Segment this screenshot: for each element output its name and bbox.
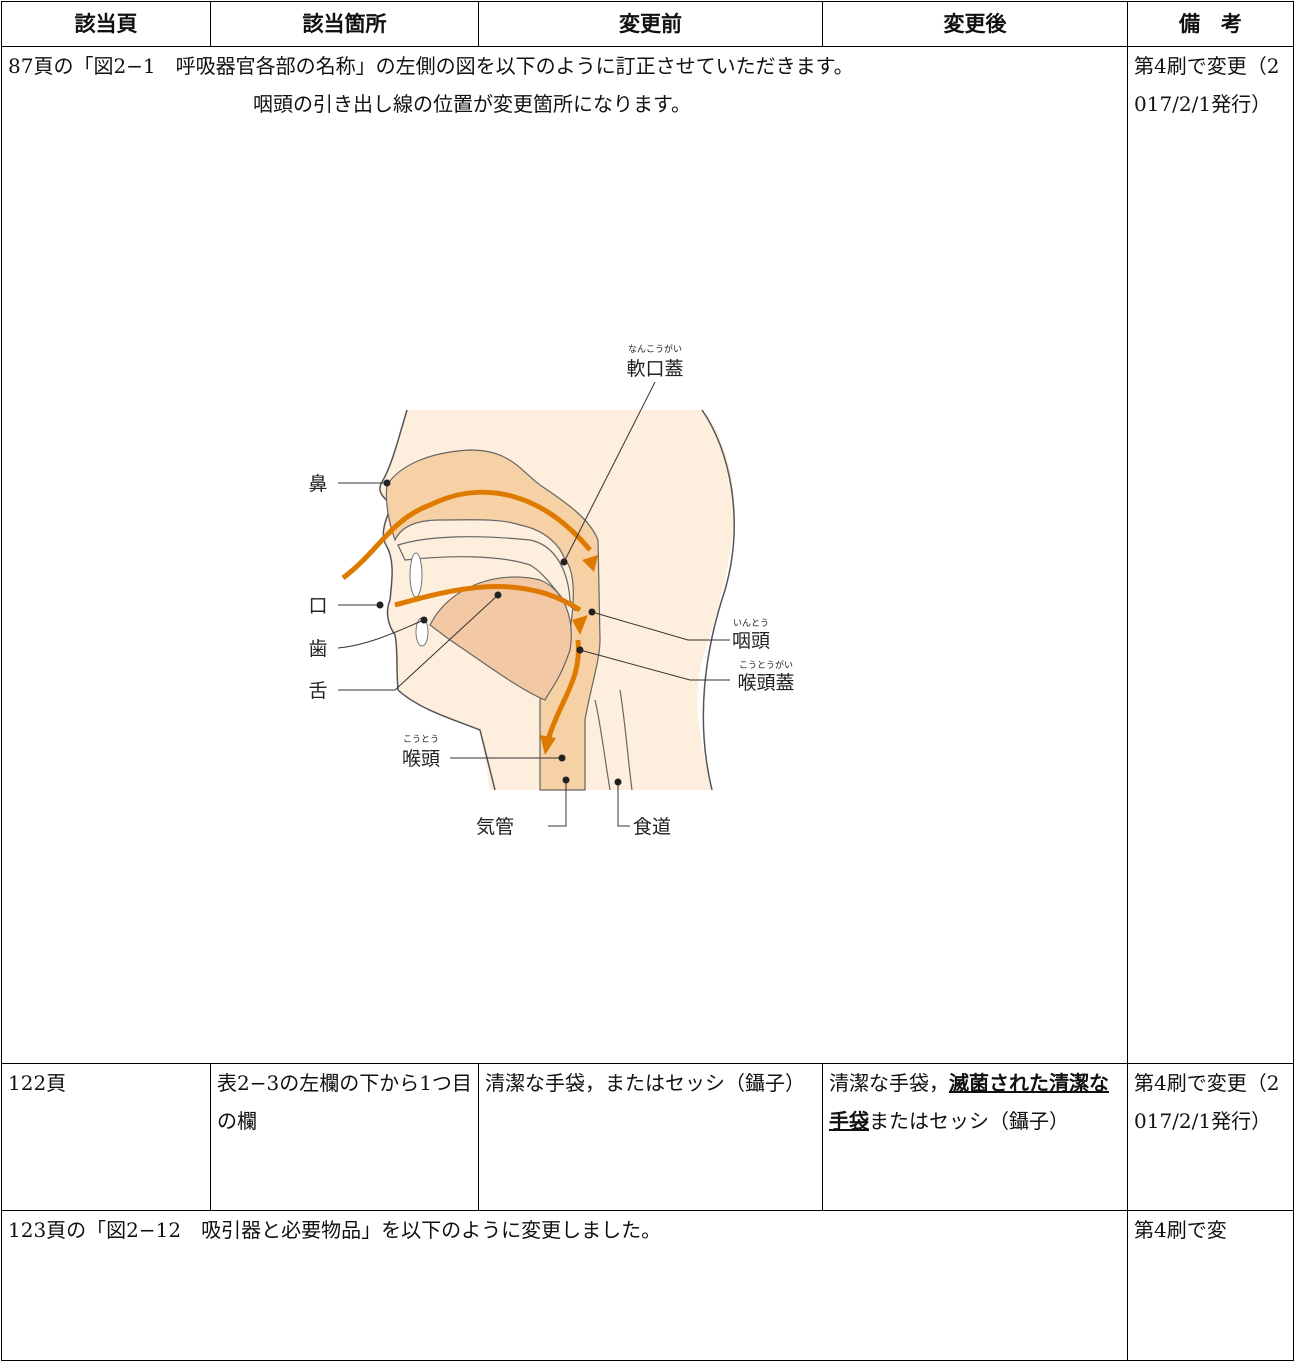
segment: またはセッシ（鑷子） (869, 1109, 1069, 1133)
header-cell: 変更前 (478, 1, 823, 47)
note: 咽頭の引き出し線の位置が変更箇所になります。 (253, 92, 691, 116)
row: 122頁 表2−3の左欄の下から1つ目の欄 清潔な手袋，またはセッシ（鑷子） 清… (1, 1063, 1294, 1211)
segment: 滅菌された清潔な手袋 (829, 1071, 1109, 1133)
esophagus (594, 689, 633, 791)
figure-label: 喉頭 (402, 748, 440, 770)
figure-label: 咽頭 (732, 630, 770, 652)
remarks: 第4刷で変 (1127, 1210, 1294, 1361)
remarks: 第4刷で変更（2017/2/1発行） (1127, 46, 1294, 1064)
figure-label: 口 (308, 595, 327, 617)
figure-label: 鼻 (308, 473, 327, 495)
figure-label: 食道 (633, 816, 671, 838)
cell: 清潔な手袋，滅菌された清潔な手袋またはセッシ（鑷子） (822, 1063, 1128, 1211)
neck-back (701, 409, 735, 791)
tongue (429, 576, 572, 701)
leader-dots (376, 479, 622, 786)
figure-label: 舌 (308, 680, 327, 702)
cell: 清潔な手袋，またはセッシ（鑷子） (478, 1063, 823, 1211)
ruby: なんこうがい (628, 343, 682, 355)
cell: 122頁 (1, 1063, 211, 1211)
cell: 表2−3の左欄の下から1つ目の欄 (210, 1063, 479, 1211)
remarks: 第4刷で変更（2017/2/1発行） (1127, 1063, 1294, 1211)
figure-label: 歯 (308, 638, 327, 660)
segment: 清潔な手袋， (829, 1071, 949, 1095)
arrow-heads (540, 555, 598, 755)
ruby: こうとう (403, 734, 439, 745)
figure-label: 軟口蓋 (626, 358, 683, 380)
cell: 123頁の「図2−12 吸引器と必要物品」を以下のように変更しました。 (1, 1210, 1128, 1361)
row: 123頁の「図2−12 吸引器と必要物品」を以下のように変更しました。 第4刷で… (1, 1210, 1294, 1361)
ruby: いんとう (733, 618, 769, 629)
ruby: こうとうがい (739, 659, 793, 671)
leader-lines (337, 381, 730, 827)
tooth (409, 552, 423, 598)
figure-label: 気管 (476, 816, 514, 838)
figure-label: 喉頭蓋 (737, 672, 794, 694)
row-text: 87頁の「図2−1 呼吸器官各部の名称」の左側の図を以下のように訂正させていただ… (8, 54, 854, 78)
header-cell: 該当頁 (1, 1, 211, 47)
header-cell: 該当箇所 (210, 1, 479, 47)
